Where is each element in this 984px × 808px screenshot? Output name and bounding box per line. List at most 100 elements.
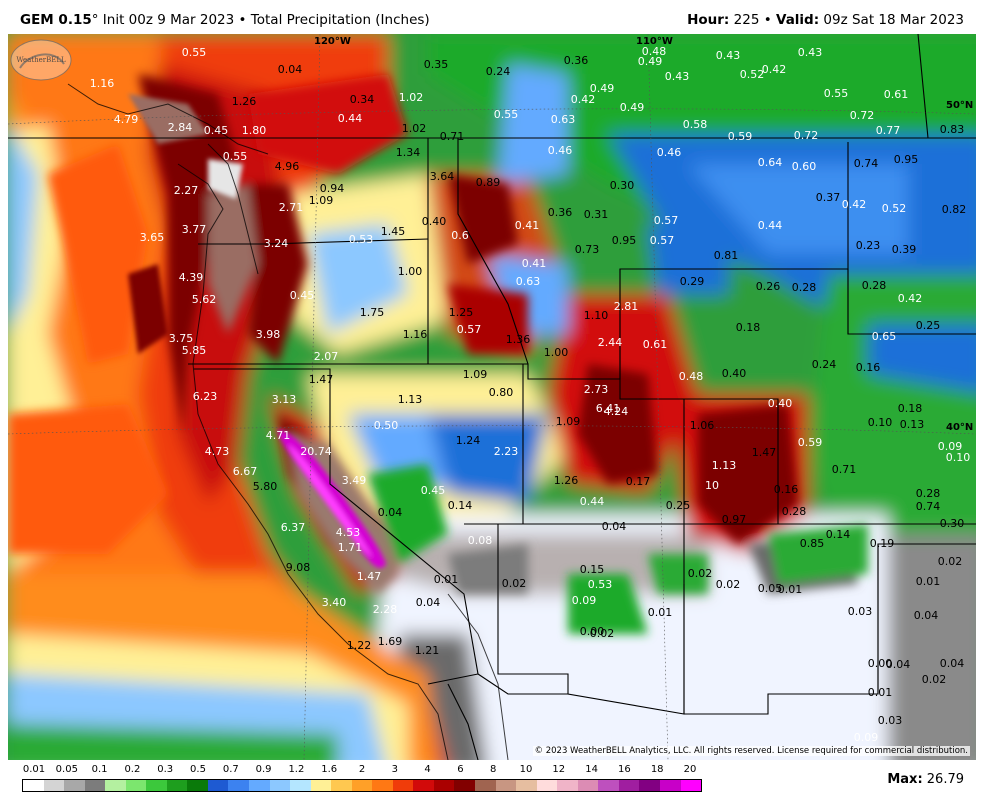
valid-value: 09z Sat 18 Mar 2023 — [823, 12, 964, 28]
precip-value-label: 0.57 — [649, 234, 675, 247]
precip-value-label: 0.02 — [715, 578, 741, 591]
precip-value-label: 5.80 — [252, 480, 278, 493]
legend-tick-label: 12 — [552, 764, 566, 775]
precip-value-label: 4.53 — [335, 526, 361, 539]
precip-value-label: 0.55 — [823, 87, 849, 100]
weatherbell-logo: WeatherBELL — [10, 39, 72, 81]
precip-value-label: 3.75 — [168, 332, 194, 345]
precip-value-label: 5.62 — [191, 293, 217, 306]
precip-value-label: 0.02 — [687, 567, 713, 580]
precip-value-label: 1.13 — [397, 393, 423, 406]
precip-value-label: 0.55 — [222, 150, 248, 163]
precip-value-label: 4.96 — [274, 160, 300, 173]
precip-value-label: 0.60 — [791, 160, 817, 173]
precip-value-label: 4.24 — [603, 405, 629, 418]
precip-value-label: 0.58 — [682, 118, 708, 131]
precip-value-label: 4.79 — [113, 113, 139, 126]
precip-value-label: 0.04 — [939, 657, 965, 670]
precip-value-label: 3.65 — [139, 231, 165, 244]
precip-value-label: 0.41 — [514, 219, 540, 232]
legend-swatch — [43, 780, 65, 791]
legend-tick-label: 0.5 — [190, 764, 206, 775]
precip-value-label: 0.80 — [488, 386, 514, 399]
precip-value-label: 0.25 — [915, 319, 941, 332]
precip-value-label: 0.53 — [348, 233, 374, 246]
precip-value-label: 0.01 — [915, 575, 941, 588]
precip-value-label: 3.13 — [271, 393, 297, 406]
precip-value-label: 0.44 — [579, 495, 605, 508]
precip-value-label: 1.09 — [555, 415, 581, 428]
precip-value-label: 1.21 — [414, 644, 440, 657]
precip-value-label: 1.80 — [241, 124, 267, 137]
precip-value-label: 1.69 — [377, 635, 403, 648]
precip-value-label: 0.15 — [579, 563, 605, 576]
legend-swatch — [618, 780, 640, 791]
legend-swatch — [413, 780, 434, 791]
precip-value-label: 0.28 — [791, 281, 817, 294]
precip-value-label: 0.71 — [439, 130, 465, 143]
precip-value-label: 0.09 — [571, 594, 597, 607]
precip-value-label: 1.34 — [395, 146, 421, 159]
precip-value-label: 0.57 — [653, 214, 679, 227]
precip-value-label: 3.40 — [321, 596, 347, 609]
precip-value-label: 0.59 — [727, 130, 753, 143]
precip-value-label: 0.85 — [799, 537, 825, 550]
precip-value-label: 0.41 — [521, 257, 547, 270]
precip-value-label: 0.82 — [941, 203, 967, 216]
map-title: GEM 0.15° Init 00z 9 Mar 2023 • Total Pr… — [20, 12, 430, 28]
precip-value-label: 4.73 — [204, 445, 230, 458]
precip-value-label: 0.04 — [601, 520, 627, 533]
legend-swatch — [433, 780, 455, 791]
precipitation-map[interactable]: 0.55 0.04 0.35 0.24 0.36 0.48 0.49 0.43 0.43 1.16… — [8, 34, 976, 760]
precip-value-label: 0.49 — [619, 101, 645, 114]
precip-value-label: 0.04 — [415, 596, 441, 609]
legend-tick-label: 1.6 — [321, 764, 338, 775]
precip-value-label: 5.85 — [181, 344, 207, 357]
legend-swatch — [290, 780, 311, 791]
precip-value-label: 0.45 — [420, 484, 446, 497]
precip-value-label: 0.46 — [547, 144, 573, 157]
precip-value-label: 6.23 — [192, 390, 218, 403]
precip-value-label: 0.43 — [715, 49, 741, 62]
precip-value-label: 0.59 — [797, 436, 823, 449]
precip-value-label: 0.55 — [181, 46, 207, 59]
legend-tick-label: 10 — [519, 764, 533, 775]
precip-value-label: 0.55 — [493, 108, 519, 121]
precip-value-label: 0.24 — [811, 358, 837, 371]
color-legend: 0.01 0.05 0.1 0.2 0.3 0.5 0.7 0.9 1.2 1.6 2 3 4 6 8 10 1… — [22, 764, 702, 794]
precip-value-label: 0.00 — [579, 625, 605, 638]
precip-value-label: 0.30 — [939, 517, 965, 530]
copyright-notice: © 2023 WeatherBELL Analytics, LLC. All r… — [532, 746, 970, 756]
precip-value-label: 0.26 — [755, 280, 781, 293]
precip-value-label: 1.26 — [553, 474, 579, 487]
precip-value-label: 10 — [705, 479, 719, 492]
precip-value-label: 4.39 — [178, 271, 204, 284]
max-number: 26.79 — [926, 772, 964, 787]
precip-value-label: 0.01 — [777, 583, 803, 596]
legend-tick-label: 1.2 — [288, 764, 305, 775]
precip-value-label: 0.94 — [319, 182, 345, 195]
legend-swatch — [125, 780, 147, 791]
precip-value-label: 0.14 — [825, 528, 851, 541]
precip-value-label: 0.77 — [875, 124, 901, 137]
precip-value-label: 2.28 — [372, 603, 398, 616]
precip-value-label: 0.02 — [501, 577, 527, 590]
precip-value-label: 0.52 — [881, 202, 907, 215]
legend-swatch — [23, 780, 44, 791]
precip-value-label: 0.19 — [869, 537, 895, 550]
precip-value-label: 0.6 — [451, 229, 469, 242]
precip-value-label: 0.18 — [897, 402, 923, 415]
precip-value-label: 0.28 — [861, 279, 887, 292]
precip-value-label: 0.57 — [456, 323, 482, 336]
boundaries — [8, 34, 976, 760]
legend-swatch — [64, 780, 85, 791]
legend-swatch — [392, 780, 414, 791]
precip-value-label: 0.00 — [867, 657, 893, 670]
precip-value-label: 1.71 — [337, 541, 363, 554]
precip-value-label: 0.16 — [773, 483, 799, 496]
precip-value-label: 0.09 — [853, 731, 879, 744]
legend-swatch — [577, 780, 599, 791]
legend-swatch — [84, 780, 106, 791]
precip-value-label: 1.10 — [583, 309, 609, 322]
precip-value-label: 1.00 — [543, 346, 569, 359]
